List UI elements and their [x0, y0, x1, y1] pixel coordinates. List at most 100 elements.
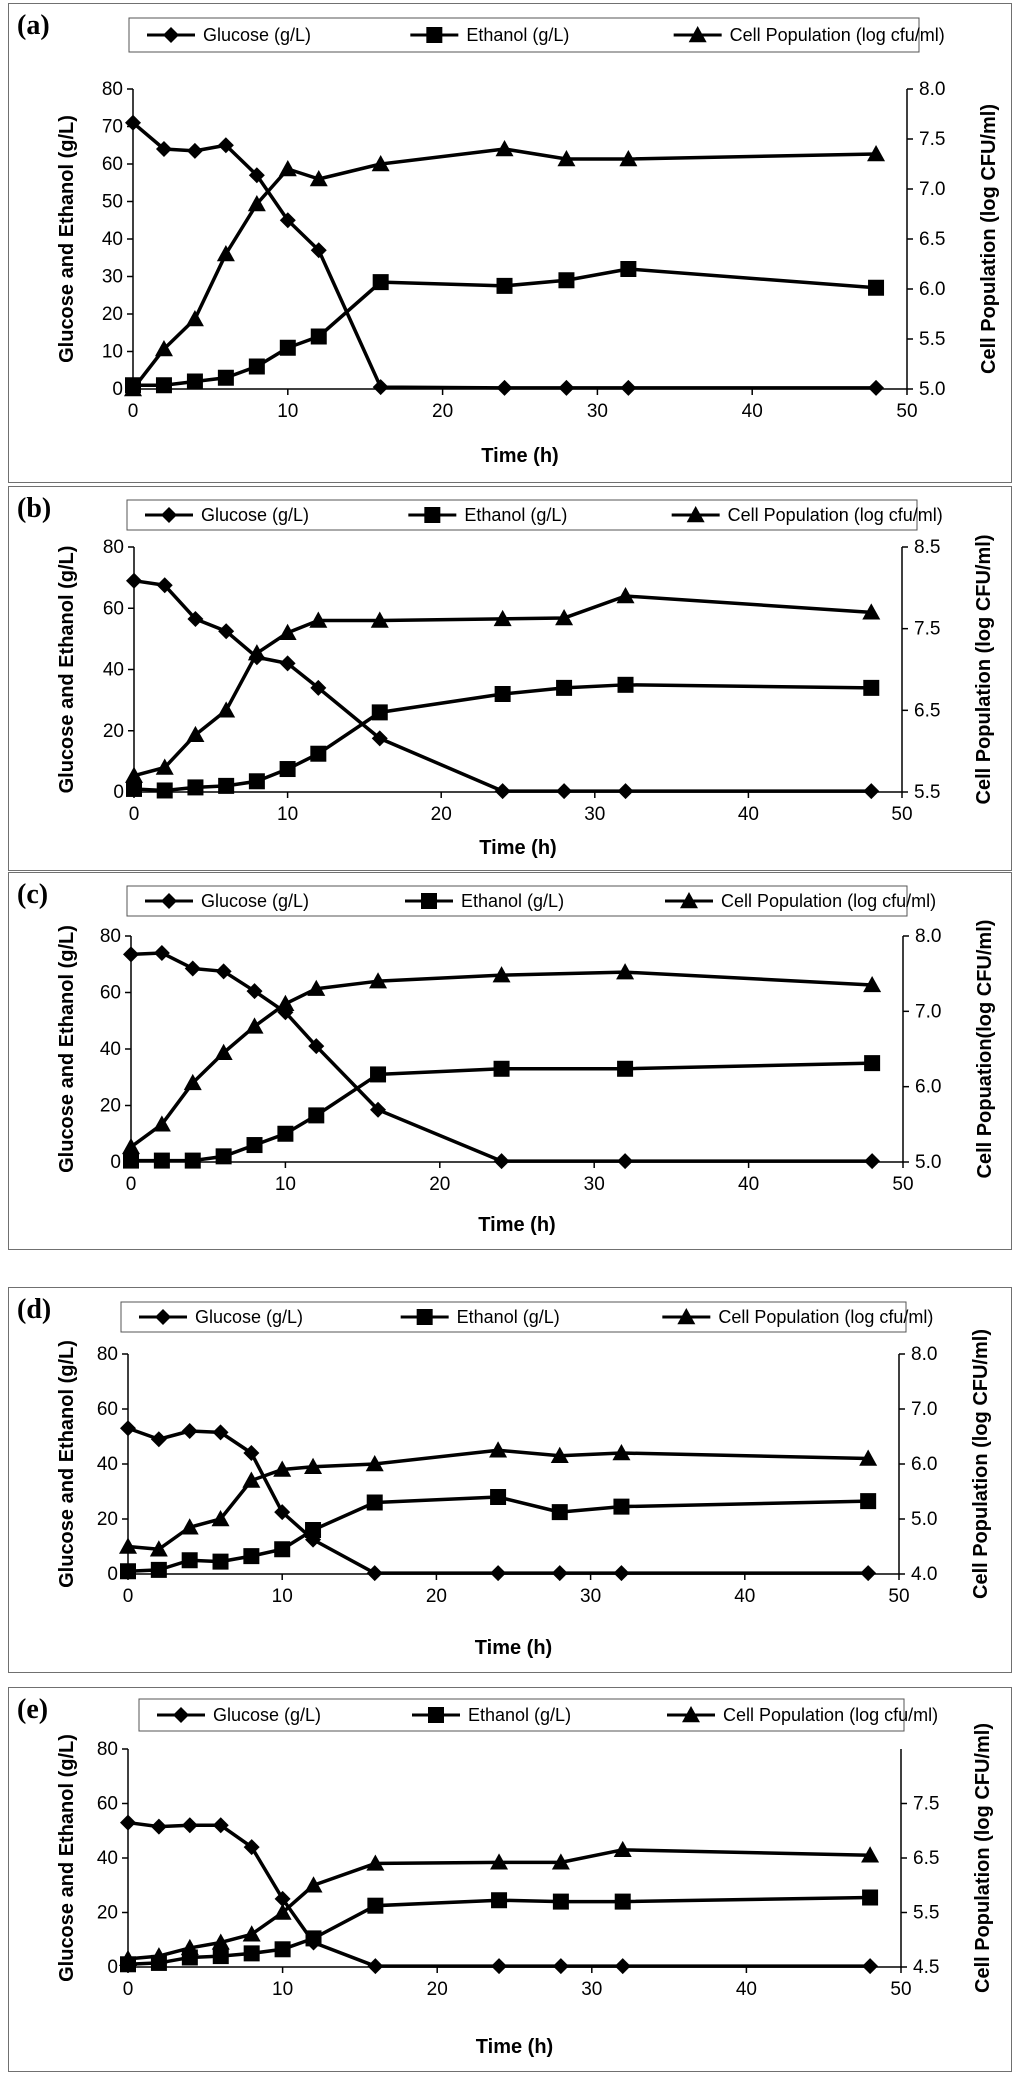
- x-tick-label: 30: [587, 401, 608, 422]
- x-tick-label: 30: [584, 804, 605, 825]
- y2-tick-label: 8.0: [911, 1344, 937, 1365]
- data-point-triangle: [862, 603, 881, 620]
- legend-entry: Ethanol (g/L): [461, 891, 564, 911]
- series-line: [130, 951, 873, 1163]
- legend-entry: Glucose (g/L): [201, 505, 309, 525]
- legend-entry: Glucose (g/L): [201, 891, 309, 911]
- legend-entry: Cell Population (log cfu/ml): [718, 1307, 933, 1327]
- legend-entry: Cell Population (log cfu/ml): [728, 505, 943, 525]
- y2-tick-label: 8.0: [919, 79, 945, 100]
- x-tick-label: 10: [272, 1586, 293, 1607]
- data-point-diamond: [862, 1958, 879, 1975]
- data-point-square: [370, 1066, 387, 1083]
- data-point-triangle: [273, 1903, 292, 1920]
- data-point-square: [308, 1107, 325, 1124]
- chart-panel-a: (a) Glucose (g/L) Ethanol (g/L) Cell Popul…: [8, 3, 1012, 483]
- legend-box: [138, 1698, 905, 1732]
- y-axis-title: Glucose and Ethanol (g/L): [56, 925, 78, 1173]
- chart-svg: Glucose (g/L) Ethanol (g/L) Cell Populatio…: [56, 1698, 994, 2058]
- data-point-triangle: [495, 140, 514, 157]
- data-point-square: [366, 1494, 383, 1511]
- data-point-diamond: [617, 783, 634, 800]
- data-point-diamond: [187, 610, 204, 627]
- legend-marker-triangle: [682, 1706, 700, 1723]
- y-tick-label: 80: [97, 1344, 118, 1365]
- legend-box: [128, 17, 920, 53]
- data-point-square: [310, 745, 327, 762]
- x-tick-label: 40: [734, 1586, 755, 1607]
- y2-tick-label: 5.5: [914, 782, 940, 803]
- data-point-square: [552, 1893, 569, 1910]
- data-point-diamond: [868, 379, 885, 396]
- legend-entry: Glucose (g/L): [213, 1705, 321, 1725]
- data-point-diamond: [496, 379, 513, 396]
- legend-entry: Cell Population (log cfu/ml): [721, 891, 936, 911]
- data-point-diamond: [120, 1420, 136, 1437]
- data-point-triangle: [149, 1947, 168, 1964]
- data-point-square: [243, 1945, 260, 1962]
- x-tick-label: 50: [888, 1586, 909, 1607]
- x-axis-title: Time (h): [479, 837, 556, 859]
- legend-marker-square: [424, 507, 441, 523]
- data-point-diamond: [552, 1958, 569, 1975]
- y2-tick-label: 6.5: [914, 700, 940, 721]
- y2-tick-label: 7.0: [919, 179, 945, 200]
- legend-entry: Glucose (g/L): [203, 25, 311, 45]
- data-point-triangle: [371, 155, 390, 172]
- data-point-square: [181, 1552, 198, 1569]
- chart-svg: Glucose (g/L) Ethanol (g/L) Cell Populatio…: [56, 499, 995, 859]
- panel-label: (e): [17, 1694, 49, 1725]
- chart-svg: Glucose (g/L) Ethanol (g/L) Cell Populatio…: [56, 17, 1000, 467]
- x-tick-label: 20: [431, 804, 452, 825]
- legend-marker-square: [421, 893, 437, 909]
- x-tick-label: 0: [129, 804, 140, 825]
- legend-marker-square: [428, 1707, 444, 1723]
- legend-marker-triangle: [677, 1308, 696, 1325]
- y-tick-label: 40: [102, 229, 123, 250]
- y2-tick-label: 6.0: [915, 1077, 941, 1098]
- data-point-triangle: [211, 1933, 230, 1950]
- data-point-diamond: [123, 946, 139, 963]
- data-point-diamond: [491, 1958, 508, 1975]
- series-line: [131, 121, 877, 390]
- x-axis-title: Time (h): [481, 445, 558, 467]
- data-point-triangle: [183, 1073, 202, 1091]
- data-point-square: [150, 1561, 167, 1578]
- data-point-triangle: [247, 644, 266, 661]
- data-point-triangle: [214, 1043, 233, 1060]
- data-point-square: [153, 1152, 170, 1169]
- data-point-triangle: [185, 310, 204, 327]
- legend-entry: Ethanol (g/L): [466, 25, 569, 45]
- data-point-triangle: [616, 587, 635, 604]
- data-point-square: [864, 1055, 881, 1072]
- data-point-square: [218, 777, 235, 794]
- data-point-diamond: [155, 141, 172, 157]
- x-tick-label: 20: [426, 1586, 447, 1607]
- x-tick-label: 40: [738, 1174, 759, 1195]
- y-tick-label: 20: [97, 1903, 118, 1924]
- data-point-triangle: [216, 245, 235, 262]
- data-point-triangle: [304, 1876, 323, 1893]
- x-tick-label: 30: [581, 1979, 602, 2000]
- legend-entry: Ethanol (g/L): [464, 505, 567, 525]
- data-point-diamond: [217, 137, 234, 154]
- data-point-diamond: [279, 655, 296, 672]
- data-point-diamond: [218, 623, 235, 640]
- chart-panel-b: (b) Glucose (g/L) Ethanol (g/L) Cell Popul…: [8, 486, 1012, 871]
- y2-tick-label: 6.0: [911, 1454, 937, 1475]
- data-point-diamond: [366, 1565, 383, 1582]
- data-point-triangle: [612, 1444, 631, 1461]
- data-point-diamond: [181, 1423, 198, 1439]
- data-point-square: [493, 1060, 510, 1077]
- data-point-triangle: [276, 994, 295, 1011]
- data-point-square: [277, 1125, 294, 1142]
- data-point-square: [860, 1493, 877, 1510]
- data-point-diamond: [120, 1814, 136, 1831]
- x-tick-label: 40: [736, 1979, 757, 2000]
- data-point-triangle: [365, 1455, 384, 1472]
- y2-tick-label: 7.5: [919, 129, 945, 150]
- data-point-diamond: [371, 730, 388, 747]
- data-point-square: [863, 679, 880, 696]
- data-point-triangle: [119, 1949, 137, 1967]
- data-point-triangle: [307, 979, 326, 996]
